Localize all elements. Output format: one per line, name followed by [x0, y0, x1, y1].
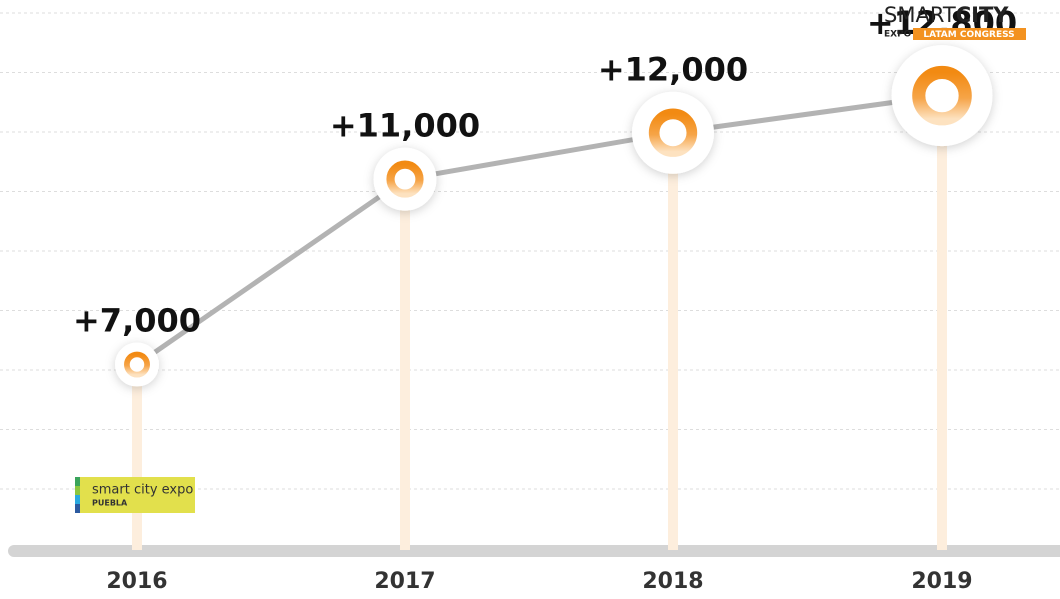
badge-stripe — [75, 495, 80, 504]
stem — [132, 364, 142, 550]
stem — [937, 95, 947, 551]
x-tick-label: 2017 — [374, 569, 435, 594]
marker — [115, 342, 159, 387]
logo-light: SMART — [884, 3, 956, 27]
marker-bg — [115, 342, 159, 387]
stem — [400, 179, 410, 550]
plot: +7,0002016+11,0002017+12,0002018+12,8002… — [73, 4, 1017, 594]
logo-bold: CITY — [956, 3, 1010, 27]
value-label: +11,000 — [330, 107, 480, 145]
marker-bg — [632, 91, 714, 174]
marker-bg — [373, 147, 437, 211]
x-tick-label: 2018 — [642, 569, 703, 594]
marker-ring — [386, 160, 424, 198]
value-label: +12,000 — [598, 51, 748, 89]
grid — [0, 12, 1060, 490]
marker-ring — [648, 108, 698, 157]
x-tick-label: 2016 — [106, 569, 167, 594]
marker-bg — [891, 45, 993, 147]
badge-line1: smart city expo — [92, 483, 193, 498]
marker — [373, 147, 437, 211]
value-label: +7,000 — [73, 302, 201, 340]
marker-ring — [912, 65, 972, 126]
marker-ring — [124, 351, 150, 378]
x-tick-label: 2019 — [911, 569, 972, 594]
badge-stripe — [75, 486, 80, 495]
logo-expo: EXPO — [884, 30, 912, 40]
logo-congress: LATAM CONGRESS — [923, 30, 1014, 40]
badge-bg — [75, 477, 195, 513]
stems — [132, 95, 947, 551]
badge-line2: PUEBLA — [92, 499, 128, 508]
marker — [891, 45, 993, 147]
top-logo: SMARTCITY EXPO LATAM CONGRESS — [884, 3, 1026, 40]
logo-text: SMARTCITY — [884, 3, 1009, 27]
badge: smart city expo PUEBLA — [75, 477, 195, 513]
badge-stripe — [75, 477, 80, 486]
marker — [632, 91, 714, 174]
logo-box — [913, 28, 1026, 40]
line — [135, 93, 943, 367]
baseline — [8, 545, 1060, 557]
badge-stripe — [75, 504, 80, 513]
stem — [668, 132, 678, 550]
